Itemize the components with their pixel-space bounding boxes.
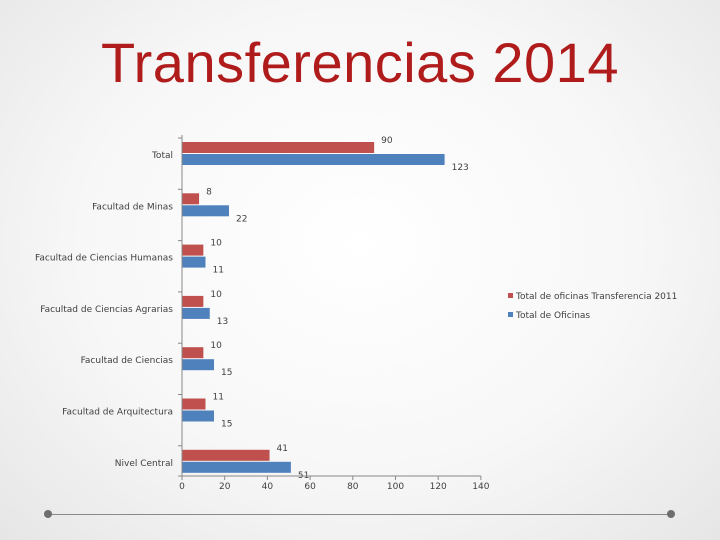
category-label: Facultad de Ciencias Humanas [35, 254, 173, 264]
bar-series-2 [182, 256, 206, 268]
data-label: 8 [206, 187, 212, 197]
legend: Total de oficinas Transferencia 2011 Tota… [508, 292, 677, 321]
slide-frame-line [48, 514, 671, 515]
category-label: Facultad de Ciencias Agrarias [40, 305, 173, 315]
x-tick-label: 100 [387, 482, 404, 492]
data-label: 123 [452, 163, 469, 173]
x-tick-label: 20 [219, 482, 231, 492]
slide-title: Transferencias 2014 [101, 31, 619, 94]
data-label: 41 [277, 444, 288, 454]
data-label: 15 [221, 368, 232, 378]
category-label: Nivel Central [115, 459, 173, 469]
bar-series-1 [182, 295, 204, 307]
x-tick-label: 60 [304, 482, 316, 492]
category-label: Total [151, 151, 173, 161]
bar-series-1 [182, 347, 204, 359]
data-label: 22 [236, 214, 247, 224]
legend-swatch [508, 293, 513, 298]
x-tick-label: 80 [347, 482, 359, 492]
category-label: Facultad de Ciencias [81, 356, 174, 366]
category-label: Facultad de Arquitectura [62, 408, 173, 418]
x-tick-label: 40 [262, 482, 274, 492]
bar-series-2 [182, 154, 445, 165]
legend-label: Total de oficinas Transferencia 2011 [515, 292, 677, 302]
bar-series-2 [182, 461, 291, 473]
x-tick-label: 120 [430, 482, 447, 492]
data-label: 10 [210, 239, 222, 249]
bar-series-2 [182, 307, 210, 319]
slide-frame-dot-right [667, 510, 675, 518]
category-label: Facultad de Minas [92, 202, 173, 212]
slide-frame-dot-left [44, 510, 52, 518]
data-label: 13 [217, 317, 228, 327]
axes-group: Total Facultad de Minas Facultad de Cienci… [35, 135, 490, 492]
bar-series-2 [182, 410, 215, 422]
bar-series-1 [182, 193, 200, 205]
data-label: 11 [212, 266, 223, 276]
x-tick-label: 140 [472, 482, 489, 492]
bar-series-2 [182, 205, 229, 217]
data-label: 90 [381, 136, 393, 146]
bar-series-1 [182, 398, 206, 410]
legend-label: Total de Oficinas [515, 311, 590, 321]
x-tick-label: 0 [179, 482, 185, 492]
data-label: 10 [210, 341, 222, 351]
bar-series-1 [182, 449, 270, 461]
data-label: 10 [210, 290, 222, 300]
bar-series-1 [182, 142, 375, 153]
bar-series-1 [182, 244, 204, 256]
data-label: 11 [212, 393, 223, 403]
bar-series-2 [182, 359, 215, 371]
legend-swatch [508, 312, 513, 317]
data-label: 15 [221, 420, 232, 430]
